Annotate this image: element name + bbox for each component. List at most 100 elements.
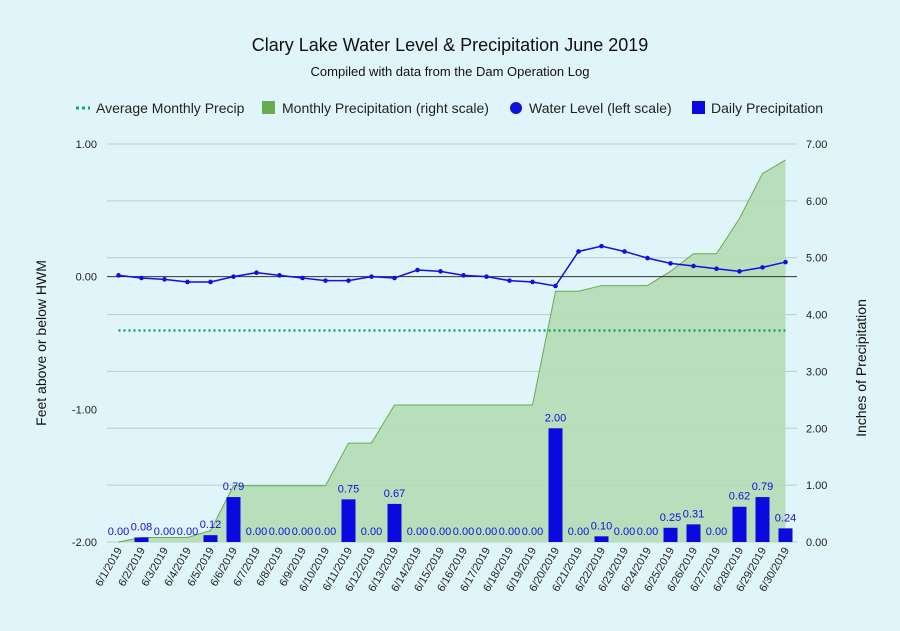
monthly-precip-outline [118, 159, 786, 543]
water-level-line [118, 245, 786, 287]
daily-precip-label: 0.00 [154, 526, 175, 538]
daily-precip-label: 0.00 [453, 526, 474, 538]
water-level-point [185, 279, 190, 285]
daily-precip-label: 0.00 [361, 526, 382, 538]
legend-swatch-monthly-precip [262, 101, 275, 114]
daily-precip-label: 0.00 [269, 526, 290, 538]
water-level-point [737, 269, 742, 274]
water-level-point [277, 273, 282, 278]
daily-precip-label: 0.00 [315, 526, 336, 538]
daily-precip-label: 0.00 [430, 526, 451, 538]
daily-precip-label: 0.00 [108, 526, 129, 538]
daily-precip-bar [387, 503, 402, 542]
right-axis-tick: 7.00 [806, 139, 827, 151]
daily-precip-label: 0.00 [706, 526, 727, 538]
left-axis-tick: -2.00 [72, 537, 97, 549]
water-level-points [116, 243, 788, 289]
left-axis-ticks: 1.00 0.00 -1.00 -2.00 [72, 139, 97, 549]
x-axis-ticks: 6/1/20196/2/20196/3/20196/4/20196/5/2019… [93, 546, 792, 594]
water-level-point [760, 265, 765, 270]
right-axis-tick: 5.00 [806, 253, 827, 265]
daily-precip-label: 0.10 [591, 520, 612, 532]
daily-precip-label: 0.31 [683, 508, 704, 520]
daily-precip-label: 0.00 [177, 526, 198, 538]
legend-label-water-level: Water Level (left scale) [529, 100, 672, 116]
legend: Average Monthly Precip Monthly Precipita… [76, 100, 823, 116]
water-level-point [415, 267, 420, 273]
water-level-point [346, 278, 351, 283]
chart-title: Clary Lake Water Level & Precipitation J… [252, 35, 649, 55]
daily-precip-label: 0.00 [292, 526, 313, 538]
right-axis-tick: 6.00 [806, 196, 827, 208]
water-level-point [369, 274, 374, 279]
water-level-point [622, 249, 627, 254]
water-level-point [461, 273, 466, 278]
water-level-point [162, 277, 167, 282]
water-level-point [392, 275, 397, 281]
water-level-point [553, 283, 558, 289]
daily-precip-bars [134, 428, 793, 542]
daily-precip-bar [686, 524, 701, 542]
right-axis-tick: 1.00 [806, 480, 827, 492]
water-level-point [645, 255, 650, 261]
right-axis-tick: 2.00 [806, 423, 827, 435]
daily-precip-bar [203, 535, 218, 542]
legend-label-daily-precip: Daily Precipitation [711, 100, 823, 116]
water-level-point [300, 275, 305, 281]
right-axis-tick: 4.00 [806, 310, 827, 322]
daily-precip-label: 0.62 [729, 491, 750, 503]
daily-precip-label: 0.12 [200, 519, 221, 531]
water-level-point [231, 274, 236, 279]
daily-precip-bar [755, 497, 770, 542]
water-level-line-group [118, 245, 786, 287]
legend-item-average-monthly-precip[interactable]: Average Monthly Precip [76, 100, 245, 116]
left-axis-tick: 0.00 [76, 272, 97, 284]
right-axis-ticks: 7.00 6.00 5.00 4.00 3.00 2.00 1.00 0.00 [806, 139, 827, 549]
water-level-point [507, 278, 512, 283]
water-level-point [714, 266, 719, 272]
daily-precip-label: 0.25 [660, 512, 681, 524]
legend-swatch-daily-precip [692, 101, 705, 114]
water-level-point [438, 269, 443, 274]
water-level-point [783, 259, 788, 265]
daily-precip-bar [778, 528, 793, 542]
chart-subtitle: Compiled with data from the Dam Operatio… [311, 64, 590, 79]
daily-precip-label: 0.79 [223, 481, 244, 493]
legend-item-daily-precipitation[interactable]: Daily Precipitation [692, 100, 823, 116]
daily-precip-labels: 0.00 0.08 0.00 0.000.120.790.00 0.00 0.00 0.00… [108, 412, 796, 538]
daily-precip-bar [594, 536, 609, 542]
daily-precip-label: 0.08 [131, 521, 152, 533]
daily-precip-label: 0.00 [246, 526, 267, 538]
daily-precip-bar [732, 506, 747, 542]
monthly-precip-area-group [118, 159, 786, 543]
water-level-point [599, 243, 604, 249]
daily-precip-label: 0.00 [522, 526, 543, 538]
right-axis-tick: 0.00 [806, 537, 827, 549]
daily-precip-bar [341, 499, 356, 542]
daily-precip-label: 2.00 [545, 412, 566, 424]
daily-precip-label: 0.75 [338, 483, 359, 495]
left-axis-title: Feet above or below HWM [33, 260, 49, 426]
water-level-point [208, 279, 213, 285]
legend-label-monthly-precip: Monthly Precipitation (right scale) [282, 100, 489, 116]
daily-precip-label: 0.24 [775, 512, 796, 524]
water-level-point [691, 263, 696, 269]
daily-precip-label: 0.79 [752, 481, 773, 493]
daily-precip-label: 0.67 [384, 488, 405, 500]
right-axis-tick: 3.00 [806, 366, 827, 378]
daily-precip-label: 0.00 [407, 526, 428, 538]
daily-precip-label: 0.00 [499, 526, 520, 538]
legend-item-monthly-precipitation[interactable]: Monthly Precipitation (right scale) [262, 100, 489, 116]
water-level-point [323, 278, 328, 283]
water-level-point [668, 261, 673, 266]
water-level-point [254, 270, 259, 275]
water-level-point [530, 279, 535, 285]
legend-item-water-level[interactable]: Water Level (left scale) [510, 100, 672, 116]
daily-precip-bar [663, 527, 678, 542]
left-axis-tick: -1.00 [72, 404, 97, 416]
legend-swatch-water-level [510, 102, 522, 114]
daily-precip-label: 0.00 [568, 526, 589, 538]
monthly-precip-area [118, 159, 786, 543]
